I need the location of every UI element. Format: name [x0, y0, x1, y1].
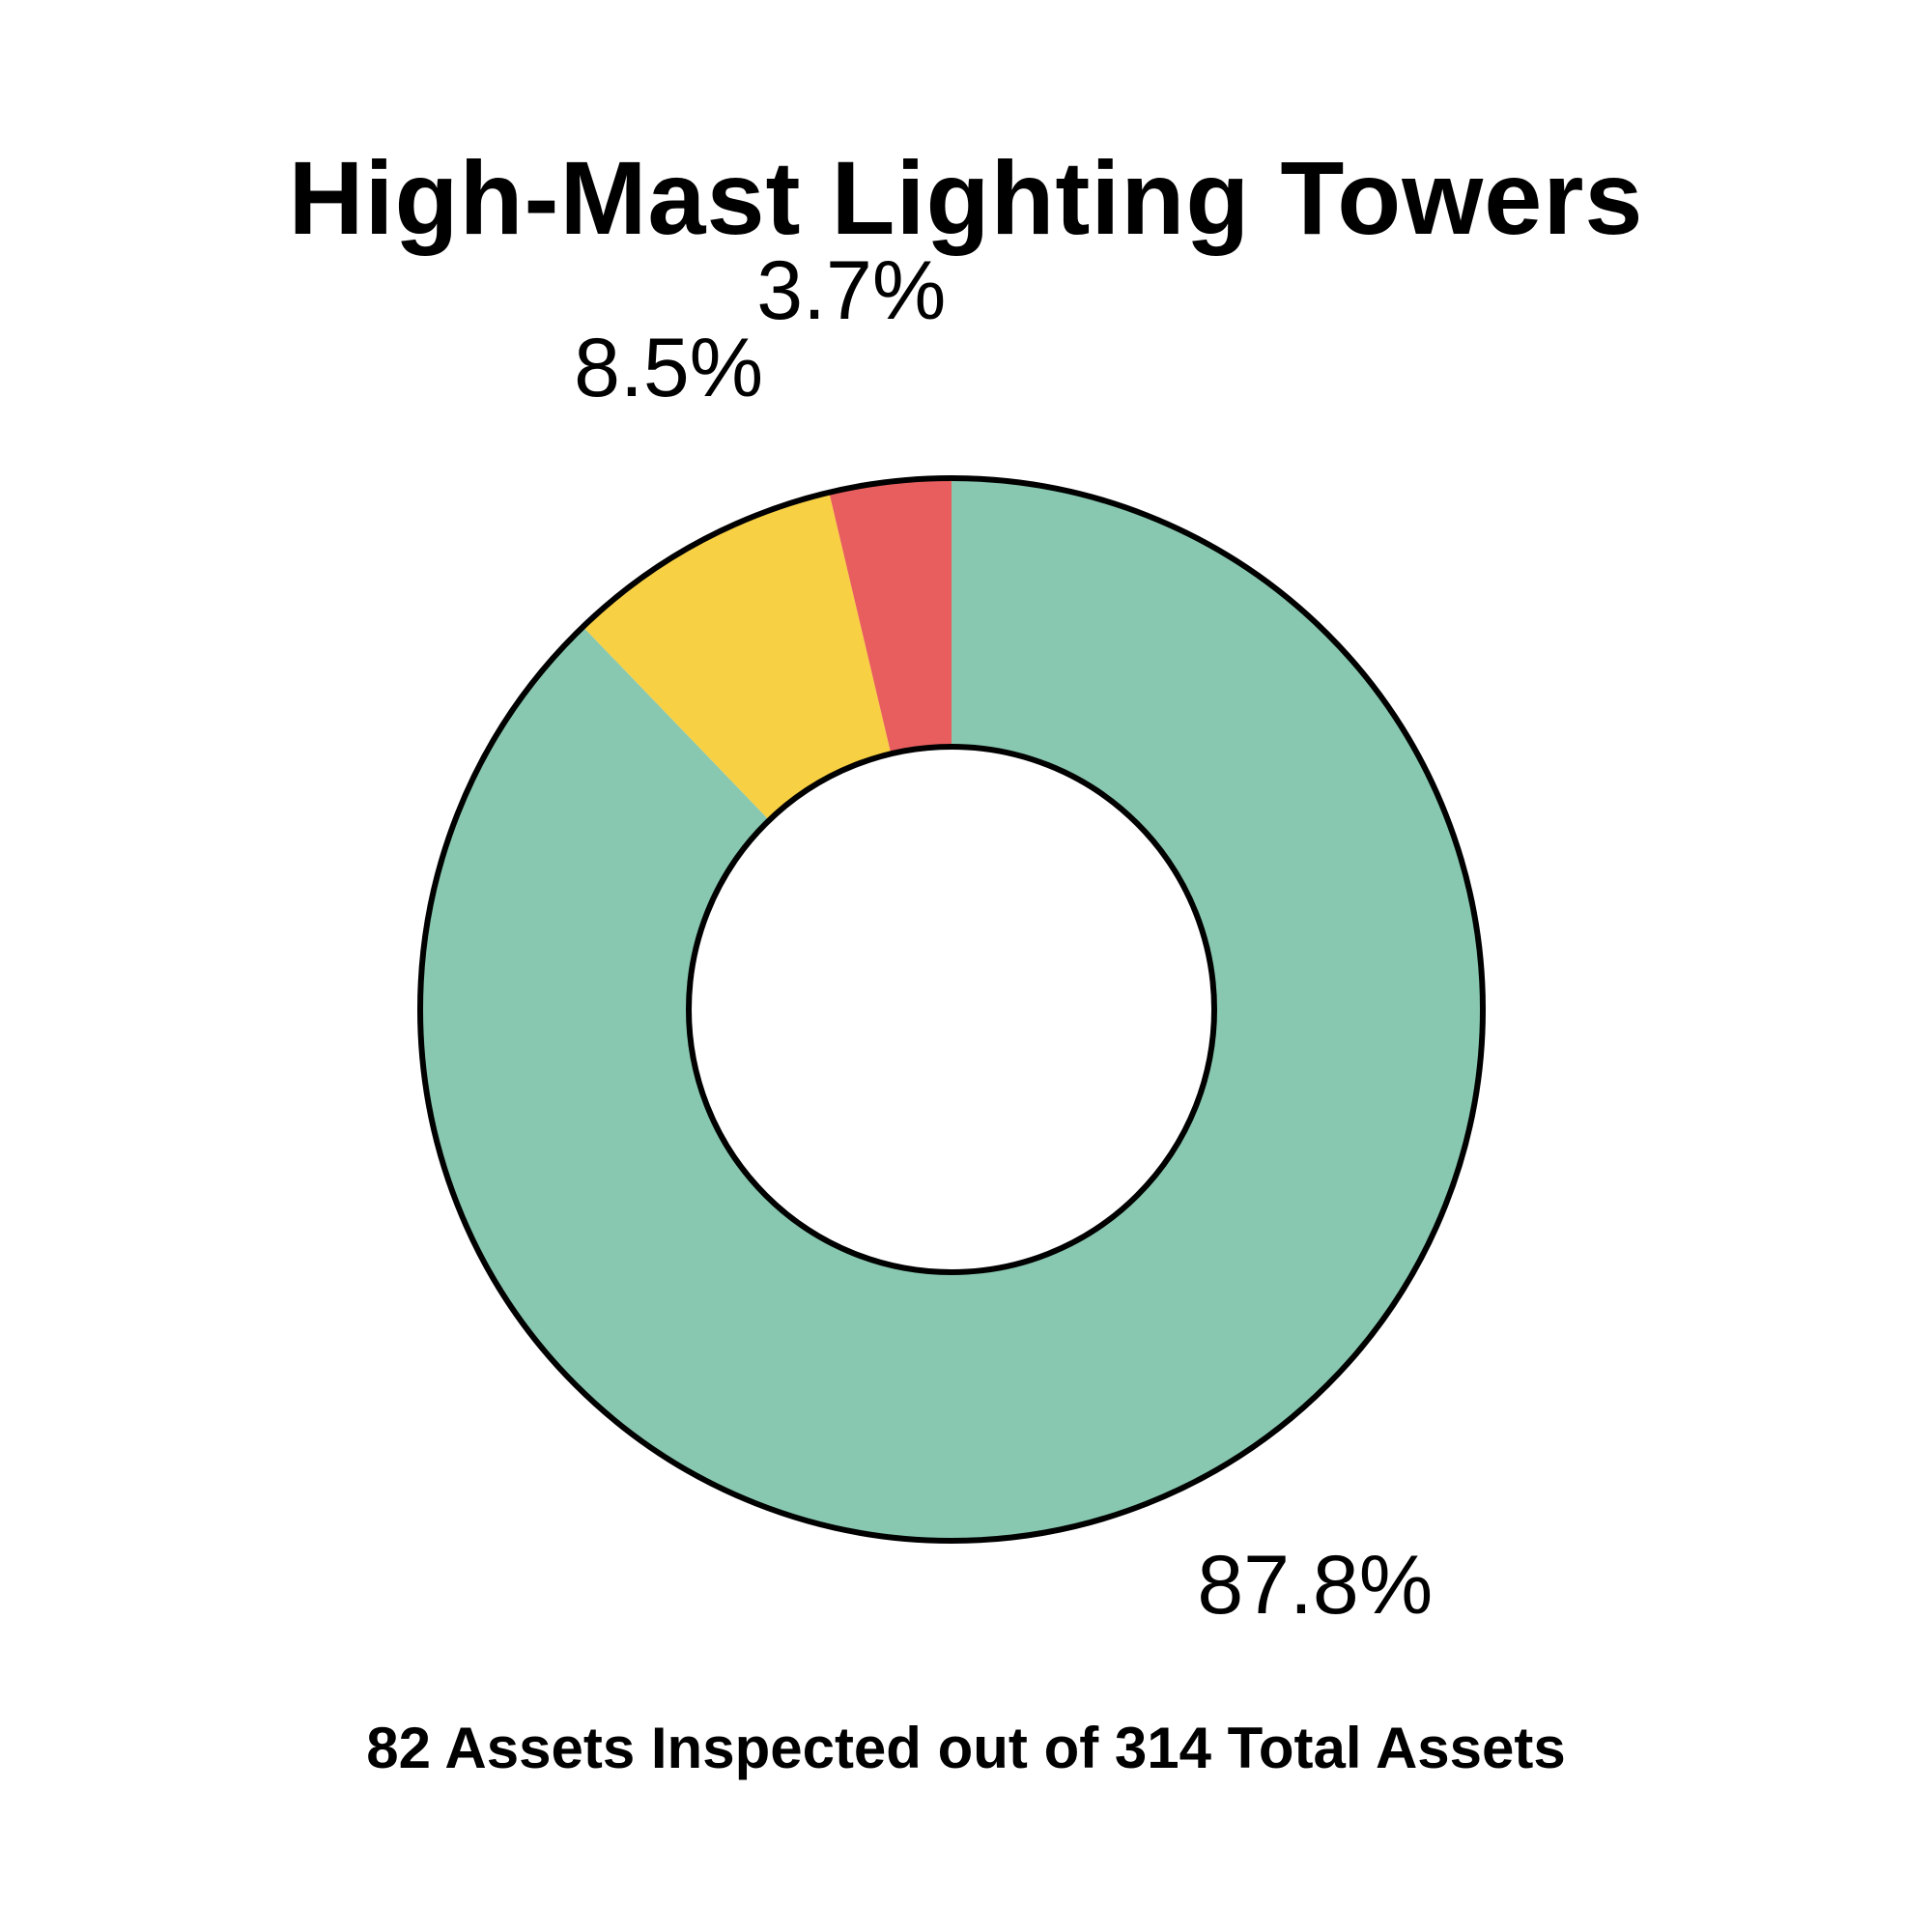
slices-layer	[419, 478, 1483, 1542]
slice-3	[829, 478, 952, 754]
slice-2	[582, 492, 892, 821]
outline-layer	[417, 475, 1486, 1544]
slice-label-2: 8.5%	[574, 322, 763, 414]
slice-label-1: 87.8%	[1197, 1539, 1433, 1632]
chart-title: High-Mast Lighting Towers	[288, 139, 1644, 256]
inner-hole	[686, 744, 1217, 1275]
slice-label-3: 3.7%	[756, 244, 946, 337]
chart-footer: 82 Assets Inspected out of 314 Total Ass…	[366, 1716, 1566, 1780]
outer-ring-outline	[417, 475, 1486, 1544]
labels-layer: 87.8% 8.5%3.7%	[574, 244, 1433, 1632]
slice-1	[419, 478, 1483, 1542]
